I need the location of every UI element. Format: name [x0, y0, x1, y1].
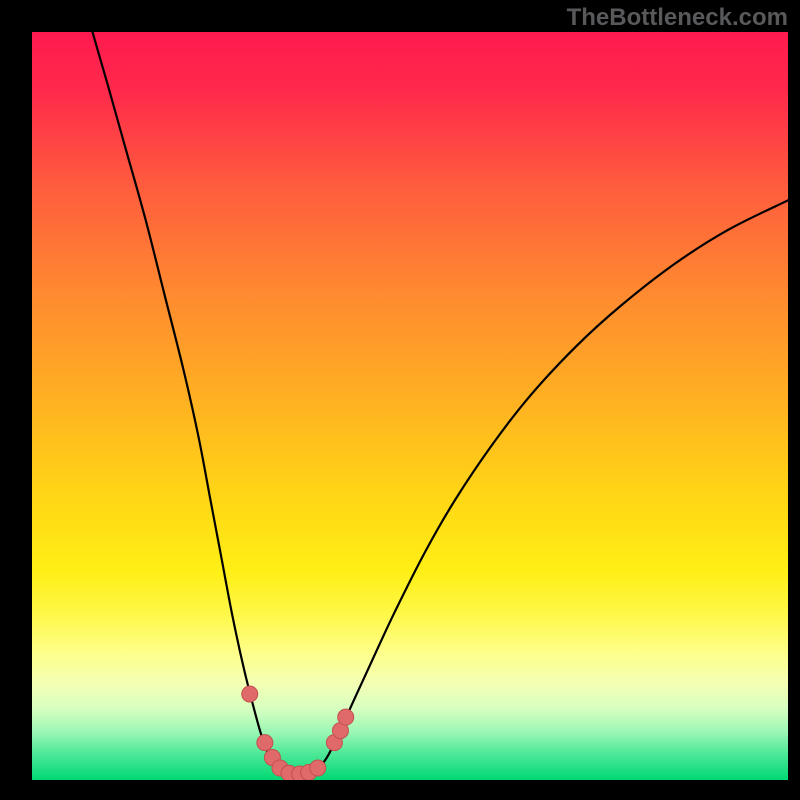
outer-frame [0, 0, 800, 800]
marker-dot [257, 735, 273, 751]
marker-dot [338, 709, 354, 725]
watermark-text: TheBottleneck.com [567, 4, 788, 32]
marker-dot [310, 760, 326, 776]
marker-group [242, 686, 354, 780]
curve-right [293, 200, 788, 776]
chart-svg [32, 32, 788, 780]
curve-left [92, 32, 292, 776]
plot-area [32, 32, 788, 780]
marker-dot [242, 686, 258, 702]
